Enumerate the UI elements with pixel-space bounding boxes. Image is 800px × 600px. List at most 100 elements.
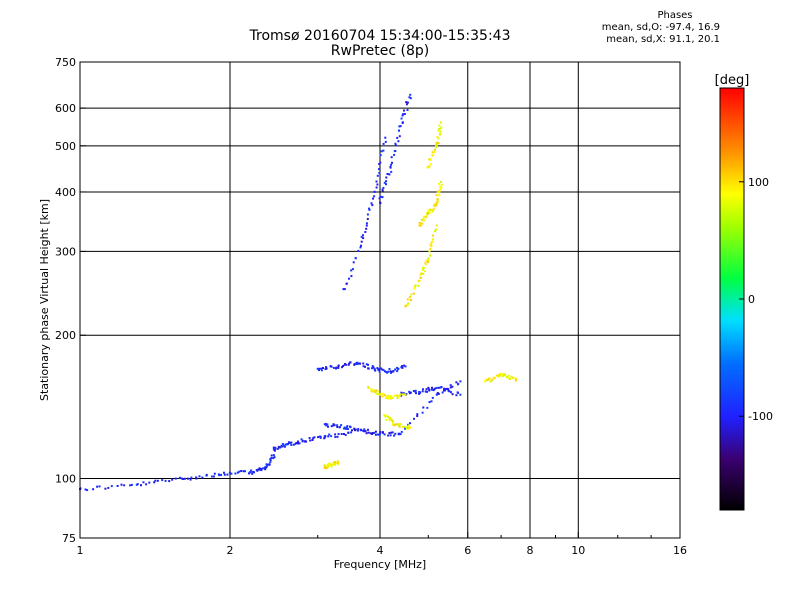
data-point [322, 367, 324, 369]
data-point [198, 475, 201, 478]
data-point [297, 441, 299, 444]
data-point [346, 425, 349, 428]
data-point [377, 393, 380, 395]
data-point [432, 208, 435, 211]
data-point [350, 275, 353, 278]
data-point [417, 284, 420, 287]
data-point [382, 392, 385, 395]
colorbar-tick-label: -100 [748, 410, 773, 423]
data-point [397, 368, 399, 371]
phase-stats-o: mean, sd,O: -97.4, 16.9 [601, 22, 720, 33]
data-point [493, 377, 496, 380]
data-point [326, 423, 329, 426]
data-point [300, 438, 303, 441]
data-point [272, 457, 275, 460]
data-point [381, 368, 384, 371]
data-point [412, 390, 415, 392]
data-point [440, 186, 443, 189]
data-point [375, 186, 378, 189]
data-point [381, 431, 384, 434]
data-point [435, 204, 438, 207]
data-point [435, 201, 438, 204]
data-point [402, 425, 404, 428]
data-point [376, 174, 379, 177]
x-tick-label: 1 [77, 544, 84, 557]
data-point [230, 472, 233, 475]
data-point [226, 473, 229, 476]
data-point [319, 436, 322, 439]
data-point [427, 261, 429, 264]
data-point [422, 272, 425, 275]
data-point [384, 370, 386, 373]
data-point [437, 392, 440, 395]
data-point [368, 208, 371, 211]
data-point [381, 196, 384, 199]
data-point [434, 205, 437, 208]
data-point [391, 431, 394, 434]
data-point [336, 463, 339, 466]
data-point [504, 374, 507, 377]
data-point [201, 476, 204, 479]
data-point [427, 212, 430, 215]
data-point [390, 170, 393, 173]
data-point [168, 480, 171, 483]
data-point [406, 304, 409, 307]
data-point [451, 385, 454, 388]
data-point [140, 484, 142, 487]
data-point [455, 394, 458, 397]
data-point [443, 387, 446, 390]
data-point [330, 465, 333, 468]
data-point [404, 305, 407, 308]
x-tick-label: 16 [673, 544, 687, 557]
data-point [405, 426, 408, 429]
data-point [273, 449, 276, 452]
data-point [436, 190, 439, 193]
data-point [439, 185, 441, 188]
data-point [363, 428, 366, 431]
data-point [301, 439, 304, 442]
data-point [273, 456, 276, 459]
data-point [370, 390, 373, 393]
data-point [129, 484, 132, 487]
x-tick-label: 10 [571, 544, 585, 557]
data-point [333, 461, 336, 464]
data-point [371, 204, 374, 207]
phase-stats: Phases mean, sd,O: -97.4, 16.9 mean, sd,… [600, 10, 720, 46]
data-point [336, 426, 339, 428]
data-point [220, 473, 223, 476]
data-point [242, 470, 245, 473]
data-point [384, 415, 387, 418]
colorbar-tick-label: 100 [748, 176, 769, 189]
data-point [393, 394, 396, 397]
data-point [368, 207, 370, 210]
data-point [248, 472, 250, 475]
colorbar-tick-label: 0 [748, 293, 755, 306]
data-point [399, 423, 402, 426]
data-point [387, 415, 389, 418]
data-point [324, 368, 327, 371]
data-point [422, 215, 425, 218]
data-point [436, 200, 439, 203]
data-point [498, 374, 501, 377]
y-tick-label: 600 [55, 102, 76, 115]
data-point [337, 365, 340, 368]
data-point [334, 433, 337, 436]
data-point [236, 471, 239, 474]
data-point [438, 194, 441, 197]
data-point [328, 463, 331, 466]
data-point [240, 470, 243, 472]
data-point [396, 370, 399, 373]
data-point [328, 433, 331, 436]
data-point [427, 386, 430, 389]
data-point [435, 228, 437, 231]
data-point [270, 454, 273, 457]
data-point [374, 430, 377, 433]
data-point [356, 361, 359, 364]
data-point [324, 435, 327, 438]
data-point [213, 472, 216, 475]
data-point [249, 471, 252, 474]
data-point [405, 103, 408, 106]
data-point [439, 133, 442, 136]
data-point [365, 224, 368, 227]
data-point [343, 433, 345, 435]
